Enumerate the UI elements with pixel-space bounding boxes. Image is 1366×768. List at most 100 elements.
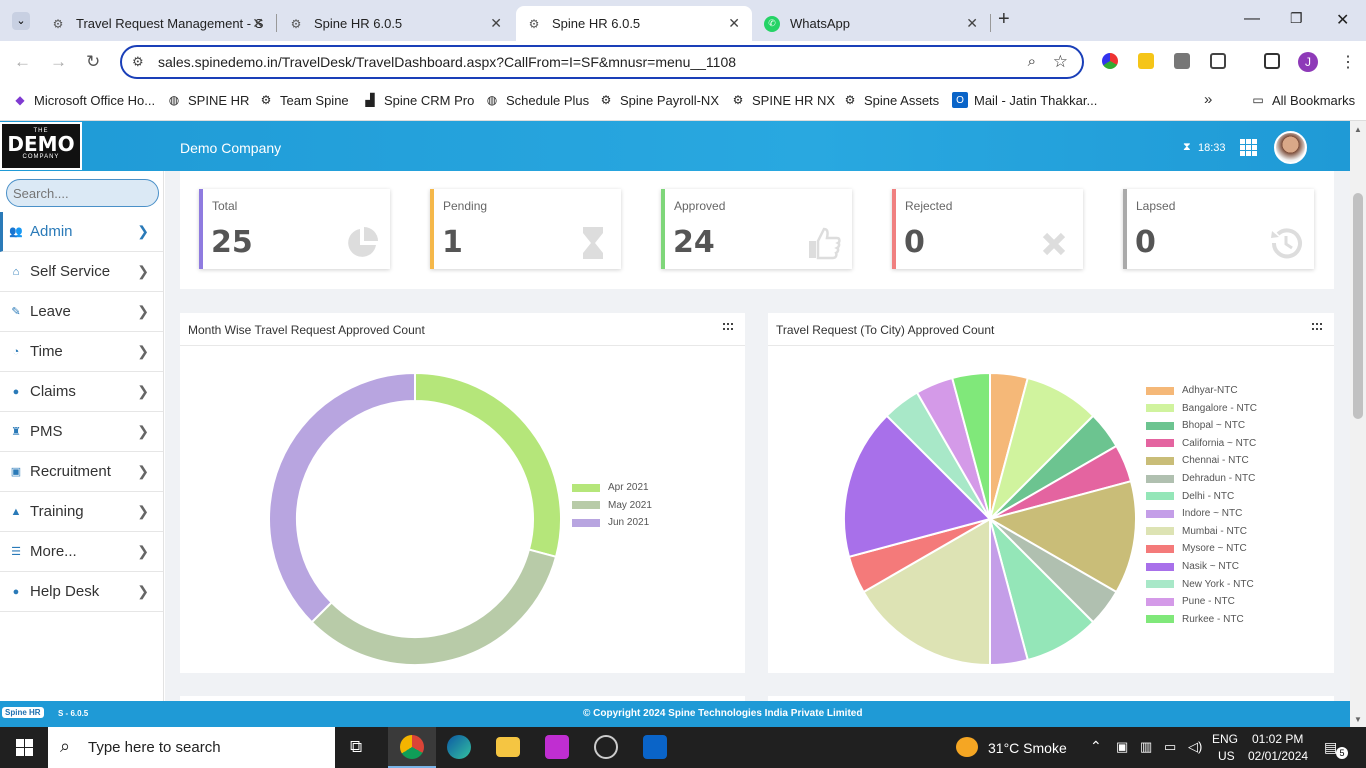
bookmark-item[interactable]: ⚙ Spine Payroll-NX [598,92,719,108]
bookmark-item[interactable]: ⚙ Team Spine [258,92,349,108]
back-icon[interactable]: ← [14,52,31,71]
volume-icon[interactable]: ◁) [1188,739,1203,754]
bookmark-item[interactable]: ◍ Schedule Plus [484,92,589,108]
tray-icon[interactable]: ▣ [1116,739,1129,754]
pie-slice-mumbai-ntc[interactable] [862,517,991,667]
sidebar-item-recruitment[interactable]: ▣ Recruitment ❯ [0,452,163,492]
menu-search-input[interactable] [6,179,159,207]
side-panel-icon[interactable] [1264,53,1280,69]
forward-icon[interactable]: → [50,52,67,71]
stat-card-rejected[interactable]: Rejected 0 [892,189,1083,269]
site-info-icon[interactable]: ⚙ [132,54,144,69]
legend-item[interactable]: Pune - NTC [1146,596,1235,607]
sidebar-item-help-desk[interactable]: ● Help Desk ❯ [0,572,163,612]
tab-spine-hr-2[interactable]: ⚙ Spine HR 6.0.5 ✕ [516,6,752,41]
close-icon[interactable]: ✕ [252,15,264,31]
windows-start-icon[interactable] [16,739,33,756]
legend-item[interactable]: Bangalore - NTC [1146,403,1257,414]
chrome-icon[interactable] [400,735,424,759]
extension-icon[interactable] [1174,53,1190,69]
legend-item[interactable]: Nasik ~ NTC [1146,561,1239,572]
user-avatar[interactable] [1274,131,1307,164]
notification-icon[interactable]: ▤ [1324,739,1338,755]
battery-icon[interactable]: ▭ [1164,739,1177,754]
bookmark-item[interactable]: ▟ Spine CRM Pro [362,92,474,108]
bookmark-star-icon[interactable]: ☆ [1052,52,1068,71]
all-bookmarks[interactable]: ▭ All Bookmarks [1250,92,1355,108]
chart-menu-icon[interactable] [723,323,733,331]
browser-menu-icon[interactable]: ⋮ [1340,54,1356,71]
close-icon[interactable]: ✕ [966,15,978,31]
sidebar-item-leave[interactable]: ✎ Leave ❯ [0,292,163,332]
outlook-icon[interactable] [643,735,667,759]
pie-slice-rurkee-ntc[interactable] [950,371,991,520]
tab-spine-hr-1[interactable]: ⚙ Spine HR 6.0.5 ✕ [278,6,514,41]
legend-item[interactable]: New York - NTC [1146,579,1254,590]
url-text[interactable]: sales.spinedemo.in/TravelDesk/TravelDash… [158,54,737,70]
apps-grid-icon[interactable] [1240,139,1257,156]
sidebar-item-training[interactable]: ▲ Training ❯ [0,492,163,532]
scroll-up-icon[interactable]: ▲ [1354,125,1362,134]
legend-item[interactable]: Chennai - NTC [1146,455,1249,466]
clock-date[interactable]: 02/01/2024 [1248,749,1309,763]
close-icon[interactable]: ✕ [728,15,740,31]
bookmark-item[interactable]: ◍ SPINE HR [166,92,250,108]
file-explorer-icon[interactable] [496,737,520,757]
legend-item[interactable]: May 2021 [572,500,652,511]
tab-travel-request[interactable]: ⚙ Travel Request Management - S ✕ [40,6,276,41]
legend-item[interactable]: Mysore ~ NTC [1146,543,1247,554]
legend-item[interactable]: Adhyar-NTC [1146,385,1238,396]
obs-icon[interactable] [594,735,618,759]
company-logo[interactable]: THE DEMO COMPANY [0,122,82,170]
pie-slice-chennai-ntc[interactable] [987,479,1137,594]
stat-card-approved[interactable]: Approved 24 [661,189,852,269]
legend-item[interactable]: Jun 2021 [572,517,649,528]
language-indicator[interactable]: ENG [1212,732,1239,746]
window-close-icon[interactable]: ✕ [1336,12,1350,29]
pie-slice-may-2021[interactable] [310,548,558,666]
notification-count[interactable]: 5 [1336,747,1348,759]
zoom-icon[interactable]: ⌕ [1027,53,1036,70]
legend-item[interactable]: Delhi - NTC [1146,491,1234,502]
weather-text[interactable]: 31°C Smoke [988,740,1067,756]
bookmark-item[interactable]: ⚙ Spine Assets [842,92,940,108]
bookmark-item[interactable]: O Mail - Jatin Thakkar... [952,92,1097,108]
minimize-icon[interactable]: — [1244,10,1260,27]
clock-time[interactable]: 01:02 PM [1252,732,1304,746]
pie-slice-nasik-ntc[interactable] [843,414,992,559]
extension-icon[interactable] [1102,53,1118,69]
sidebar-item-more[interactable]: ☰ More... ❯ [0,532,163,572]
address-bar[interactable]: ⚙ sales.spinedemo.in/TravelDesk/TravelDa… [120,45,1084,79]
scroll-down-icon[interactable]: ▼ [1354,715,1362,724]
sidebar-item-time[interactable]: ◔ Time ❯ [0,332,163,372]
close-icon[interactable]: ✕ [490,15,502,31]
sidebar-item-self-service[interactable]: ⌂ Self Service ❯ [0,252,163,292]
stat-card-total[interactable]: Total 25 [199,189,390,269]
more-bookmarks-icon[interactable]: » [1204,91,1213,108]
chart-menu-icon[interactable] [1312,323,1322,331]
network-icon[interactable]: ▥ [1140,739,1153,754]
legend-item[interactable]: Mumbai - NTC [1146,526,1247,537]
page-scrollbar[interactable]: ▲ ▼ [1350,121,1366,727]
extensions-puzzle-icon[interactable] [1210,53,1226,69]
sidebar-item-admin[interactable]: 👥 Admin ❯ [0,212,163,252]
chevron-up-icon[interactable]: ⌃ [1090,738,1102,754]
weather-icon[interactable] [956,737,978,757]
bookmark-item[interactable]: ◆ Microsoft Office Ho... [12,92,155,108]
taskbar-search-input[interactable]: ⌕ Type here to search [48,727,335,768]
legend-item[interactable]: California ~ NTC [1146,438,1256,449]
sidebar-item-claims[interactable]: ● Claims ❯ [0,372,163,412]
pie-slice-jun-2021[interactable] [268,371,416,624]
bookmark-item[interactable]: ⚙ SPINE HR NX [730,92,835,108]
wps-icon[interactable] [545,735,569,759]
legend-item[interactable]: Dehradun - NTC [1146,473,1255,484]
stat-card-lapsed[interactable]: Lapsed 0 [1123,189,1314,269]
new-tab-icon[interactable]: + [998,8,1010,30]
legend-item[interactable]: Indore ~ NTC [1146,508,1242,519]
task-view-icon[interactable]: ⧉ [350,737,363,756]
restore-icon[interactable]: ❐ [1290,10,1303,26]
extension-icon[interactable] [1138,53,1154,69]
edge-icon[interactable] [447,735,471,759]
tab-whatsapp[interactable]: ✆ WhatsApp ✕ [754,6,990,41]
legend-item[interactable]: Apr 2021 [572,482,649,493]
